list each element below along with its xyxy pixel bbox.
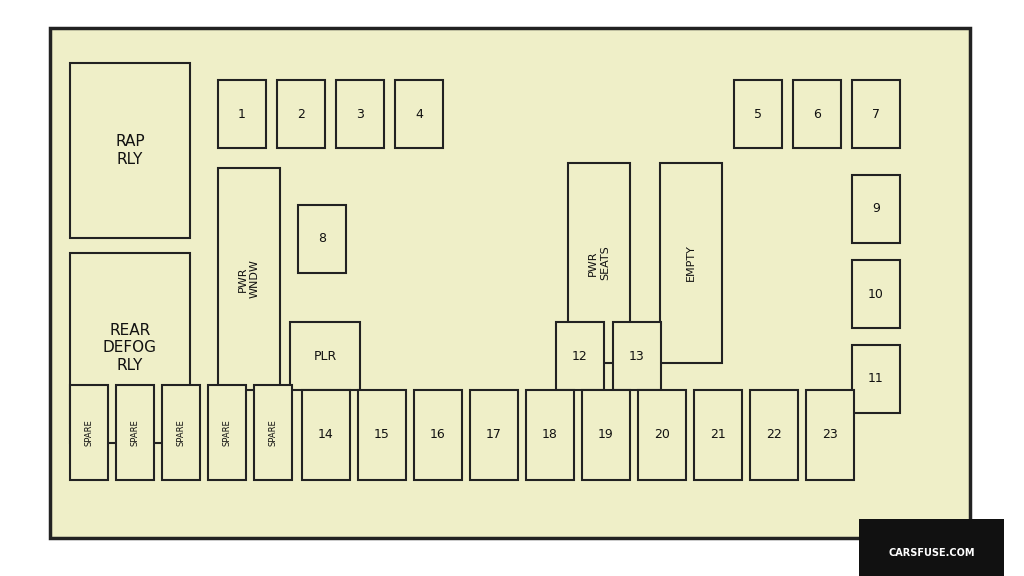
Bar bbox=[50, 28, 970, 538]
Text: EMPTY: EMPTY bbox=[686, 245, 696, 282]
Text: 12: 12 bbox=[572, 350, 588, 362]
Bar bbox=[852, 80, 900, 148]
Text: 7: 7 bbox=[872, 108, 880, 120]
Text: 19: 19 bbox=[598, 429, 613, 441]
Text: SPARE: SPARE bbox=[85, 419, 93, 446]
Bar bbox=[806, 390, 854, 480]
Text: 13: 13 bbox=[629, 350, 645, 362]
Bar bbox=[162, 385, 200, 480]
Text: 2: 2 bbox=[297, 108, 305, 120]
Text: 5: 5 bbox=[754, 108, 762, 120]
Bar bbox=[526, 390, 574, 480]
Text: 1: 1 bbox=[238, 108, 246, 120]
Text: PWR
SEATS: PWR SEATS bbox=[588, 245, 610, 281]
Bar bbox=[116, 385, 154, 480]
Text: 11: 11 bbox=[868, 373, 884, 385]
Bar bbox=[70, 385, 108, 480]
Text: 18: 18 bbox=[542, 429, 558, 441]
Bar bbox=[660, 163, 722, 363]
Text: 4: 4 bbox=[415, 108, 423, 120]
Text: REAR
DEFOG
RLY: REAR DEFOG RLY bbox=[103, 323, 157, 373]
Bar bbox=[218, 80, 266, 148]
Bar bbox=[470, 390, 518, 480]
Bar bbox=[290, 322, 360, 390]
Text: 10: 10 bbox=[868, 287, 884, 301]
Text: PLR: PLR bbox=[313, 350, 337, 362]
Bar bbox=[298, 205, 346, 273]
Text: 22: 22 bbox=[766, 429, 782, 441]
Bar bbox=[336, 80, 384, 148]
Text: 16: 16 bbox=[430, 429, 445, 441]
Text: 14: 14 bbox=[318, 429, 334, 441]
Text: 20: 20 bbox=[654, 429, 670, 441]
Bar bbox=[694, 390, 742, 480]
Bar bbox=[70, 253, 190, 443]
Bar bbox=[638, 390, 686, 480]
Text: RAP
RLY: RAP RLY bbox=[115, 134, 144, 166]
Text: 6: 6 bbox=[813, 108, 821, 120]
Bar bbox=[750, 390, 798, 480]
Text: 23: 23 bbox=[822, 429, 838, 441]
Text: SPARE: SPARE bbox=[268, 419, 278, 446]
Bar bbox=[582, 390, 630, 480]
Bar bbox=[395, 80, 443, 148]
Bar bbox=[852, 260, 900, 328]
Text: 3: 3 bbox=[356, 108, 364, 120]
Text: SPARE: SPARE bbox=[130, 419, 139, 446]
Bar bbox=[793, 80, 841, 148]
Bar bbox=[556, 322, 604, 390]
Text: SPARE: SPARE bbox=[176, 419, 185, 446]
Bar bbox=[218, 168, 280, 390]
Bar bbox=[852, 175, 900, 243]
Text: SPARE: SPARE bbox=[222, 419, 231, 446]
Bar bbox=[278, 80, 325, 148]
Bar bbox=[254, 385, 292, 480]
Text: 9: 9 bbox=[872, 203, 880, 215]
Text: 8: 8 bbox=[318, 233, 326, 245]
Text: 15: 15 bbox=[374, 429, 390, 441]
Bar bbox=[568, 163, 630, 363]
Bar bbox=[613, 322, 662, 390]
Text: CARSFUSE.COM: CARSFUSE.COM bbox=[889, 548, 975, 558]
Bar bbox=[852, 345, 900, 413]
Text: 21: 21 bbox=[710, 429, 726, 441]
Bar bbox=[358, 390, 406, 480]
Text: PWR
WNDW: PWR WNDW bbox=[239, 260, 260, 298]
Bar bbox=[734, 80, 782, 148]
Bar bbox=[414, 390, 462, 480]
Bar bbox=[70, 63, 190, 238]
Bar bbox=[302, 390, 350, 480]
Text: 17: 17 bbox=[486, 429, 502, 441]
Bar bbox=[208, 385, 246, 480]
